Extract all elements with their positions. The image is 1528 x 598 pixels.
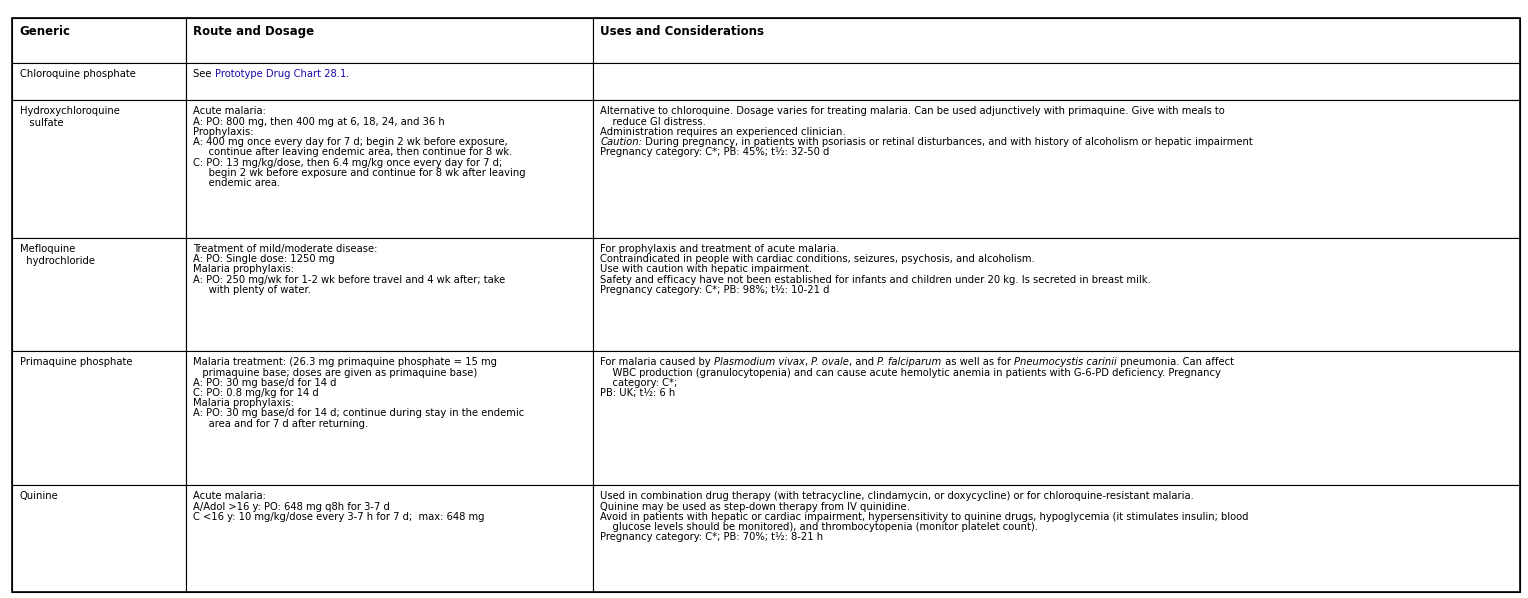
Text: During pregnancy, in patients with psoriasis or retinal disturbances, and with h: During pregnancy, in patients with psori…	[642, 137, 1253, 147]
Bar	[186, 63, 593, 100]
Text: C: PO: 13 mg/kg/dose, then 6.4 mg/kg once every day for 7 d;: C: PO: 13 mg/kg/dose, then 6.4 mg/kg onc…	[194, 157, 503, 167]
Text: Malaria treatment: (26.3 mg primaquine phosphate = 15 mg: Malaria treatment: (26.3 mg primaquine p…	[194, 358, 497, 367]
Text: A/Adol >16 y: PO: 648 mg q8h for 3-7 d: A/Adol >16 y: PO: 648 mg q8h for 3-7 d	[194, 502, 390, 512]
Bar	[593, 63, 1520, 100]
Text: Malaria prophylaxis:: Malaria prophylaxis:	[194, 398, 295, 408]
Text: Use with caution with hepatic impairment.: Use with caution with hepatic impairment…	[601, 264, 813, 274]
Text: Uses and Considerations: Uses and Considerations	[601, 25, 764, 38]
Text: C <16 y: 10 mg/kg/dose every 3-7 h for 7 d;  max: 648 mg: C <16 y: 10 mg/kg/dose every 3-7 h for 7…	[194, 512, 484, 522]
Text: C: PO: 0.8 mg/kg for 14 d: C: PO: 0.8 mg/kg for 14 d	[194, 388, 319, 398]
Text: For prophylaxis and treatment of acute malaria.: For prophylaxis and treatment of acute m…	[601, 244, 840, 254]
Text: See: See	[194, 69, 215, 78]
Text: Acute malaria:: Acute malaria:	[194, 492, 266, 502]
Text: A: PO: Single dose: 1250 mg: A: PO: Single dose: 1250 mg	[194, 254, 335, 264]
Text: Mefloquine
  hydrochloride: Mefloquine hydrochloride	[20, 244, 95, 266]
Text: P. ovale: P. ovale	[811, 358, 850, 367]
Text: pneumonia. Can affect: pneumonia. Can affect	[1117, 358, 1233, 367]
Bar	[12, 100, 186, 238]
Bar	[12, 352, 186, 486]
Text: Caution:: Caution:	[601, 137, 642, 147]
Text: Hydroxychloroquine
   sulfate: Hydroxychloroquine sulfate	[20, 106, 119, 128]
Text: A: PO: 800 mg, then 400 mg at 6, 18, 24, and 36 h: A: PO: 800 mg, then 400 mg at 6, 18, 24,…	[194, 117, 445, 127]
Text: Quinine may be used as step-down therapy from IV quinidine.: Quinine may be used as step-down therapy…	[601, 502, 911, 512]
Text: Alternative to chloroquine. Dosage varies for treating malaria. Can be used adju: Alternative to chloroquine. Dosage varie…	[601, 106, 1225, 117]
Text: Administration requires an experienced clinician.: Administration requires an experienced c…	[601, 127, 847, 137]
Text: Treatment of mild/moderate disease:: Treatment of mild/moderate disease:	[194, 244, 377, 254]
Text: A: 400 mg once every day for 7 d; begin 2 wk before exposure,: A: 400 mg once every day for 7 d; begin …	[194, 137, 507, 147]
Text: , and: , and	[850, 358, 877, 367]
Bar	[186, 100, 593, 238]
Text: For malaria caused by: For malaria caused by	[601, 358, 714, 367]
Bar	[186, 486, 593, 592]
Text: category: C*;: category: C*;	[601, 378, 678, 388]
Text: Plasmodium vivax: Plasmodium vivax	[714, 358, 805, 367]
Text: Generic: Generic	[20, 25, 70, 38]
Bar	[186, 18, 593, 63]
Text: A: PO: 30 mg base/d for 14 d; continue during stay in the endemic: A: PO: 30 mg base/d for 14 d; continue d…	[194, 408, 524, 419]
Bar	[12, 486, 186, 592]
Text: Contraindicated in people with cardiac conditions, seizures, psychosis, and alco: Contraindicated in people with cardiac c…	[601, 254, 1036, 264]
Text: glucose levels should be monitored), and thrombocytopenia (monitor platelet coun: glucose levels should be monitored), and…	[601, 522, 1039, 532]
Text: Used in combination drug therapy (with tetracycline, clindamycin, or doxycycline: Used in combination drug therapy (with t…	[601, 492, 1195, 502]
Text: Pregnancy category: C*; PB: 98%; t½: 10-21 d: Pregnancy category: C*; PB: 98%; t½: 10-…	[601, 285, 830, 295]
Text: A: PO: 250 mg/wk for 1-2 wk before travel and 4 wk after; take: A: PO: 250 mg/wk for 1-2 wk before trave…	[194, 274, 506, 285]
Bar	[12, 238, 186, 352]
Text: Prophylaxis:: Prophylaxis:	[194, 127, 254, 137]
Bar	[12, 18, 186, 63]
Bar	[186, 352, 593, 486]
Text: endemic area.: endemic area.	[194, 178, 281, 188]
Bar	[593, 18, 1520, 63]
Text: PB: UK; t½: 6 h: PB: UK; t½: 6 h	[601, 388, 675, 398]
Text: Pregnancy category: C*; PB: 45%; t½: 32-50 d: Pregnancy category: C*; PB: 45%; t½: 32-…	[601, 147, 830, 157]
Text: Avoid in patients with hepatic or cardiac impairment, hypersensitivity to quinin: Avoid in patients with hepatic or cardia…	[601, 512, 1248, 522]
Bar	[593, 486, 1520, 592]
Text: Malaria prophylaxis:: Malaria prophylaxis:	[194, 264, 295, 274]
Text: Safety and efficacy have not been established for infants and children under 20 : Safety and efficacy have not been establ…	[601, 274, 1151, 285]
Bar	[12, 63, 186, 100]
Text: Primaquine phosphate: Primaquine phosphate	[20, 358, 133, 367]
Bar	[186, 238, 593, 352]
Text: primaquine base; doses are given as primaquine base): primaquine base; doses are given as prim…	[194, 368, 478, 377]
Bar	[593, 100, 1520, 238]
Text: .: .	[347, 69, 350, 78]
Text: Route and Dosage: Route and Dosage	[194, 25, 315, 38]
Text: Pneumocystis carinii: Pneumocystis carinii	[1015, 358, 1117, 367]
Text: Prototype Drug Chart 28.1: Prototype Drug Chart 28.1	[215, 69, 347, 78]
Text: Chloroquine phosphate: Chloroquine phosphate	[20, 69, 136, 78]
Text: ,: ,	[805, 358, 811, 367]
Text: Acute malaria:: Acute malaria:	[194, 106, 266, 117]
Text: area and for 7 d after returning.: area and for 7 d after returning.	[194, 419, 368, 429]
Text: Pregnancy category: C*; PB: 70%; t½: 8-21 h: Pregnancy category: C*; PB: 70%; t½: 8-2…	[601, 532, 824, 542]
Text: begin 2 wk before exposure and continue for 8 wk after leaving: begin 2 wk before exposure and continue …	[194, 168, 526, 178]
Text: with plenty of water.: with plenty of water.	[194, 285, 312, 295]
Text: P. falciparum: P. falciparum	[877, 358, 941, 367]
Text: as well as for: as well as for	[941, 358, 1015, 367]
Bar	[593, 238, 1520, 352]
Text: A: PO: 30 mg base/d for 14 d: A: PO: 30 mg base/d for 14 d	[194, 378, 336, 388]
Text: WBC production (granulocytopenia) and can cause acute hemolytic anemia in patien: WBC production (granulocytopenia) and ca…	[601, 368, 1221, 377]
Text: continue after leaving endemic area, then continue for 8 wk.: continue after leaving endemic area, the…	[194, 147, 513, 157]
Bar	[593, 352, 1520, 486]
Text: reduce GI distress.: reduce GI distress.	[601, 117, 706, 127]
Text: Quinine: Quinine	[20, 492, 58, 502]
